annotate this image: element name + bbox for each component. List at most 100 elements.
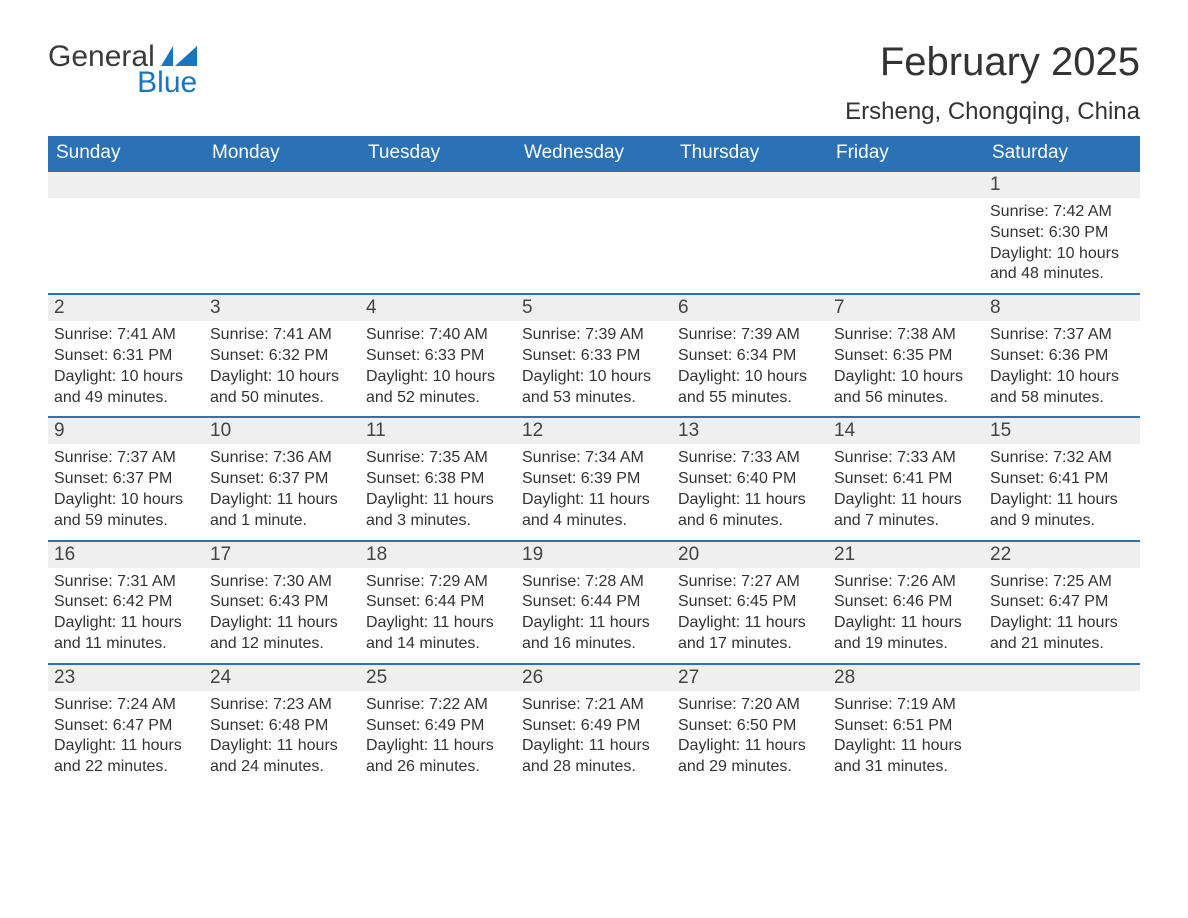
header-bar: General Blue February 2025 Ersheng, Chon… bbox=[48, 40, 1140, 126]
day-body: Sunrise: 7:41 AMSunset: 6:32 PMDaylight:… bbox=[204, 321, 360, 416]
day-cell: 4Sunrise: 7:40 AMSunset: 6:33 PMDaylight… bbox=[360, 295, 516, 416]
weekday-header: Monday bbox=[204, 136, 360, 172]
day-body: Sunrise: 7:40 AMSunset: 6:33 PMDaylight:… bbox=[360, 321, 516, 416]
daylight-text: Daylight: 11 hours and 4 minutes. bbox=[522, 490, 666, 532]
daylight-text: Daylight: 11 hours and 17 minutes. bbox=[678, 613, 822, 655]
sunset-text: Sunset: 6:39 PM bbox=[522, 469, 666, 490]
sunrise-text: Sunrise: 7:25 AM bbox=[990, 572, 1134, 593]
sunset-text: Sunset: 6:50 PM bbox=[678, 716, 822, 737]
day-cell: 12Sunrise: 7:34 AMSunset: 6:39 PMDayligh… bbox=[516, 418, 672, 539]
day-body: Sunrise: 7:38 AMSunset: 6:35 PMDaylight:… bbox=[828, 321, 984, 416]
sunrise-text: Sunrise: 7:33 AM bbox=[834, 448, 978, 469]
sunset-text: Sunset: 6:37 PM bbox=[54, 469, 198, 490]
sunset-text: Sunset: 6:44 PM bbox=[366, 592, 510, 613]
day-number: 21 bbox=[828, 542, 984, 568]
day-number: 4 bbox=[360, 295, 516, 321]
sunset-text: Sunset: 6:45 PM bbox=[678, 592, 822, 613]
sunrise-text: Sunrise: 7:42 AM bbox=[990, 202, 1134, 223]
sunset-text: Sunset: 6:47 PM bbox=[54, 716, 198, 737]
sunset-text: Sunset: 6:44 PM bbox=[522, 592, 666, 613]
sunset-text: Sunset: 6:48 PM bbox=[210, 716, 354, 737]
sunset-text: Sunset: 6:33 PM bbox=[366, 346, 510, 367]
sunset-text: Sunset: 6:36 PM bbox=[990, 346, 1134, 367]
sunrise-text: Sunrise: 7:29 AM bbox=[366, 572, 510, 593]
day-number: 15 bbox=[984, 418, 1140, 444]
day-body: Sunrise: 7:21 AMSunset: 6:49 PMDaylight:… bbox=[516, 691, 672, 786]
day-cell bbox=[48, 172, 204, 293]
day-cell: 25Sunrise: 7:22 AMSunset: 6:49 PMDayligh… bbox=[360, 665, 516, 786]
day-cell bbox=[204, 172, 360, 293]
day-cell: 26Sunrise: 7:21 AMSunset: 6:49 PMDayligh… bbox=[516, 665, 672, 786]
sunrise-text: Sunrise: 7:34 AM bbox=[522, 448, 666, 469]
weekday-header: Friday bbox=[828, 136, 984, 172]
day-number: 3 bbox=[204, 295, 360, 321]
weekday-header: Sunday bbox=[48, 136, 204, 172]
week-row: 1Sunrise: 7:42 AMSunset: 6:30 PMDaylight… bbox=[48, 172, 1140, 293]
day-body: Sunrise: 7:25 AMSunset: 6:47 PMDaylight:… bbox=[984, 568, 1140, 663]
sunset-text: Sunset: 6:35 PM bbox=[834, 346, 978, 367]
weekday-header: Wednesday bbox=[516, 136, 672, 172]
week-row: 23Sunrise: 7:24 AMSunset: 6:47 PMDayligh… bbox=[48, 663, 1140, 786]
day-body: Sunrise: 7:23 AMSunset: 6:48 PMDaylight:… bbox=[204, 691, 360, 786]
weekday-header: Tuesday bbox=[360, 136, 516, 172]
week-row: 9Sunrise: 7:37 AMSunset: 6:37 PMDaylight… bbox=[48, 416, 1140, 539]
daylight-text: Daylight: 10 hours and 53 minutes. bbox=[522, 367, 666, 409]
day-cell bbox=[828, 172, 984, 293]
day-body: Sunrise: 7:37 AMSunset: 6:37 PMDaylight:… bbox=[48, 444, 204, 539]
sunrise-text: Sunrise: 7:24 AM bbox=[54, 695, 198, 716]
day-number bbox=[204, 172, 360, 198]
day-body: Sunrise: 7:30 AMSunset: 6:43 PMDaylight:… bbox=[204, 568, 360, 663]
day-number bbox=[984, 665, 1140, 691]
day-cell: 16Sunrise: 7:31 AMSunset: 6:42 PMDayligh… bbox=[48, 542, 204, 663]
sunrise-text: Sunrise: 7:40 AM bbox=[366, 325, 510, 346]
sunrise-text: Sunrise: 7:22 AM bbox=[366, 695, 510, 716]
day-number: 7 bbox=[828, 295, 984, 321]
sunset-text: Sunset: 6:49 PM bbox=[522, 716, 666, 737]
weeks-container: 1Sunrise: 7:42 AMSunset: 6:30 PMDaylight… bbox=[48, 172, 1140, 786]
day-body: Sunrise: 7:20 AMSunset: 6:50 PMDaylight:… bbox=[672, 691, 828, 786]
weekday-header-row: Sunday Monday Tuesday Wednesday Thursday… bbox=[48, 136, 1140, 172]
daylight-text: Daylight: 11 hours and 26 minutes. bbox=[366, 736, 510, 778]
daylight-text: Daylight: 11 hours and 14 minutes. bbox=[366, 613, 510, 655]
daylight-text: Daylight: 10 hours and 50 minutes. bbox=[210, 367, 354, 409]
day-cell: 10Sunrise: 7:36 AMSunset: 6:37 PMDayligh… bbox=[204, 418, 360, 539]
weekday-header: Thursday bbox=[672, 136, 828, 172]
daylight-text: Daylight: 11 hours and 12 minutes. bbox=[210, 613, 354, 655]
day-cell: 23Sunrise: 7:24 AMSunset: 6:47 PMDayligh… bbox=[48, 665, 204, 786]
day-body: Sunrise: 7:33 AMSunset: 6:41 PMDaylight:… bbox=[828, 444, 984, 539]
sunrise-text: Sunrise: 7:41 AM bbox=[54, 325, 198, 346]
day-cell: 24Sunrise: 7:23 AMSunset: 6:48 PMDayligh… bbox=[204, 665, 360, 786]
sunset-text: Sunset: 6:31 PM bbox=[54, 346, 198, 367]
day-cell bbox=[360, 172, 516, 293]
day-number: 10 bbox=[204, 418, 360, 444]
day-cell: 13Sunrise: 7:33 AMSunset: 6:40 PMDayligh… bbox=[672, 418, 828, 539]
day-body: Sunrise: 7:36 AMSunset: 6:37 PMDaylight:… bbox=[204, 444, 360, 539]
daylight-text: Daylight: 10 hours and 52 minutes. bbox=[366, 367, 510, 409]
sunset-text: Sunset: 6:51 PM bbox=[834, 716, 978, 737]
day-number: 12 bbox=[516, 418, 672, 444]
day-body: Sunrise: 7:24 AMSunset: 6:47 PMDaylight:… bbox=[48, 691, 204, 786]
sunrise-text: Sunrise: 7:36 AM bbox=[210, 448, 354, 469]
day-number: 1 bbox=[984, 172, 1140, 198]
day-cell: 18Sunrise: 7:29 AMSunset: 6:44 PMDayligh… bbox=[360, 542, 516, 663]
day-cell: 5Sunrise: 7:39 AMSunset: 6:33 PMDaylight… bbox=[516, 295, 672, 416]
sunset-text: Sunset: 6:42 PM bbox=[54, 592, 198, 613]
day-cell: 7Sunrise: 7:38 AMSunset: 6:35 PMDaylight… bbox=[828, 295, 984, 416]
day-body: Sunrise: 7:26 AMSunset: 6:46 PMDaylight:… bbox=[828, 568, 984, 663]
sunset-text: Sunset: 6:34 PM bbox=[678, 346, 822, 367]
sunrise-text: Sunrise: 7:39 AM bbox=[678, 325, 822, 346]
month-year-title: February 2025 bbox=[845, 40, 1140, 84]
day-body: Sunrise: 7:41 AMSunset: 6:31 PMDaylight:… bbox=[48, 321, 204, 416]
sunrise-text: Sunrise: 7:37 AM bbox=[990, 325, 1134, 346]
day-body: Sunrise: 7:34 AMSunset: 6:39 PMDaylight:… bbox=[516, 444, 672, 539]
day-body: Sunrise: 7:29 AMSunset: 6:44 PMDaylight:… bbox=[360, 568, 516, 663]
sunrise-text: Sunrise: 7:32 AM bbox=[990, 448, 1134, 469]
day-body: Sunrise: 7:27 AMSunset: 6:45 PMDaylight:… bbox=[672, 568, 828, 663]
sunrise-text: Sunrise: 7:37 AM bbox=[54, 448, 198, 469]
sunset-text: Sunset: 6:41 PM bbox=[990, 469, 1134, 490]
day-cell: 1Sunrise: 7:42 AMSunset: 6:30 PMDaylight… bbox=[984, 172, 1140, 293]
title-block: February 2025 Ersheng, Chongqing, China bbox=[845, 40, 1140, 126]
sunset-text: Sunset: 6:37 PM bbox=[210, 469, 354, 490]
daylight-text: Daylight: 11 hours and 16 minutes. bbox=[522, 613, 666, 655]
sunset-text: Sunset: 6:43 PM bbox=[210, 592, 354, 613]
